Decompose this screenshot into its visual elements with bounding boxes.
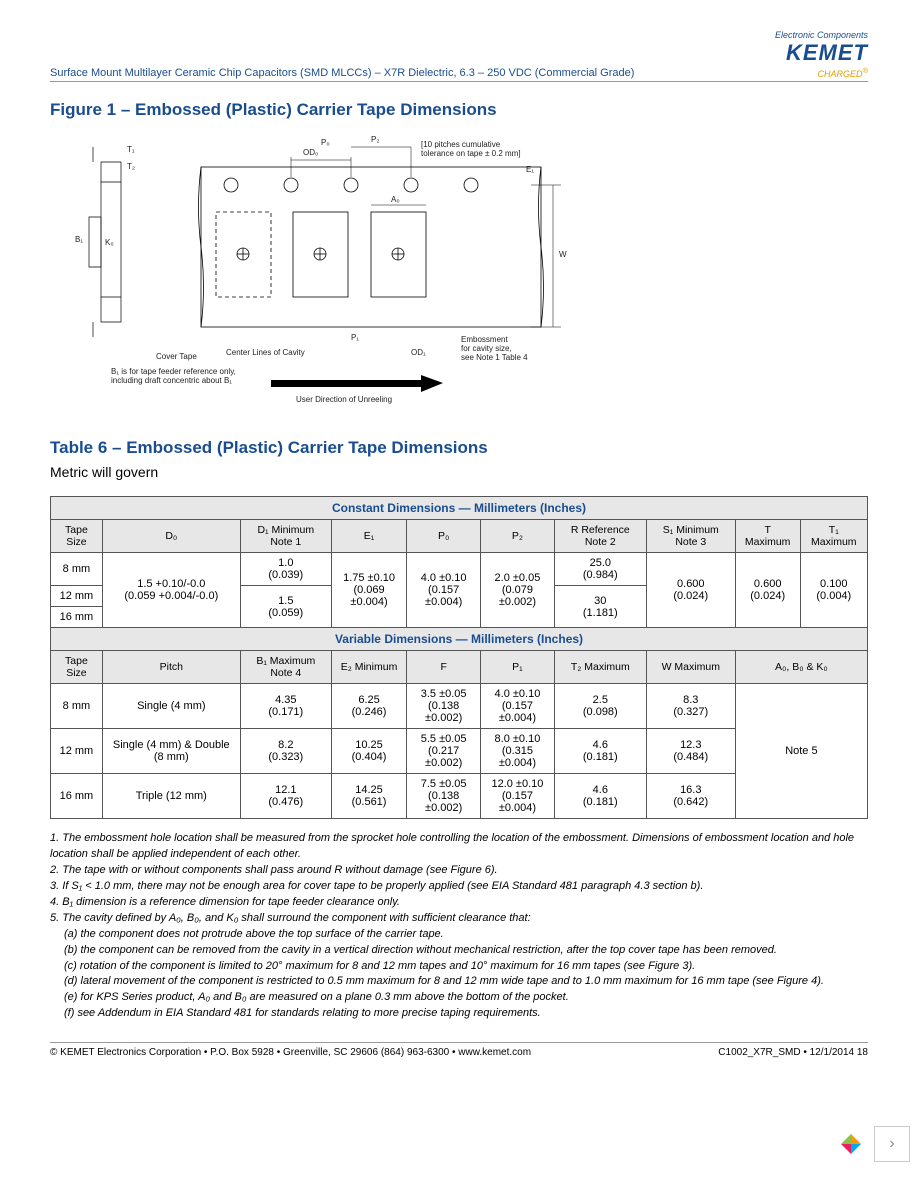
col-t1: T₁ Maximum [800, 520, 867, 553]
col-r: R Reference Note 2 [554, 520, 646, 553]
col-t: T Maximum [735, 520, 800, 553]
col2-t2: T₂ Maximum [554, 651, 646, 684]
table-row: 8 mm 1.5 +0.10/-0.0(0.059 +0.004/-0.0) 1… [51, 553, 868, 586]
logo-name: KEMET [775, 40, 868, 66]
figure1-heading: Figure 1 – Embossed (Plastic) Carrier Ta… [50, 100, 868, 120]
col2-e2: E₂ Minimum [331, 651, 406, 684]
label-od1: OD₁ [411, 348, 426, 357]
col2-p1: P₁ [481, 651, 555, 684]
note-1: 1. The embossment hole location shall be… [50, 831, 868, 863]
col-p0: P₀ [407, 520, 481, 553]
next-page-button[interactable]: › [874, 1126, 910, 1162]
col2-b1: B₁ Maximum Note 4 [240, 651, 331, 684]
section1-header: Constant Dimensions — Millimeters (Inche… [51, 497, 868, 520]
table6-subtext: Metric will govern [50, 464, 868, 480]
note-5: 5. The cavity defined by A₀, B₀, and K₀ … [50, 911, 868, 927]
label-bref: B₁ is for tape feeder reference only, in… [111, 367, 238, 385]
col2-w: W Maximum [646, 651, 735, 684]
table-row: 8 mm Single (4 mm) 4.35(0.171) 6.25(0.24… [51, 684, 868, 729]
note-4: 4. B₁ dimension is a reference dimension… [50, 895, 868, 911]
label-t1: T₁ [127, 145, 135, 154]
page-header: Surface Mount Multilayer Ceramic Chip Ca… [50, 30, 868, 82]
logo-tagline-top: Electronic Components [775, 30, 868, 40]
note-5f: (f) see Addendum in EIA Standard 481 for… [50, 1006, 868, 1022]
label-w: W [559, 250, 567, 259]
note-5a: (a) the component does not protrude abov… [50, 927, 868, 943]
label-direction: User Direction of Unreeling [296, 395, 392, 404]
label-b1: B₁ [75, 235, 83, 244]
col-d0: D₀ [102, 520, 240, 553]
label-tol: [10 pitches cumulative tolerance on tape… [421, 140, 521, 158]
note-3: 3. If S₁ < 1.0 mm, there may not be enou… [50, 879, 868, 895]
label-p1: P₁ [351, 333, 359, 342]
label-k0: K₀ [105, 238, 114, 247]
col-e1: E₁ [331, 520, 406, 553]
label-emboss: Embossmentfor cavity size,see Note 1 Tab… [461, 335, 528, 362]
col2-f: F [407, 651, 481, 684]
col2-tapesize: Tape Size [51, 651, 103, 684]
doc-title: Surface Mount Multilayer Ceramic Chip Ca… [50, 67, 634, 79]
label-od0: OD₀ [303, 148, 318, 157]
viewer-nav: › [834, 1126, 910, 1162]
page-footer: © KEMET Electronics Corporation • P.O. B… [50, 1042, 868, 1058]
label-e1: E₁ [526, 165, 534, 174]
section2-header: Variable Dimensions — Millimeters (Inche… [51, 628, 868, 651]
note-2: 2. The tape with or without components s… [50, 863, 868, 879]
label-p0: P₀ [321, 138, 330, 147]
label-p2: P₂ [371, 135, 379, 144]
col-p2: P₂ [481, 520, 555, 553]
col-s1: S₁ Minimum Note 3 [646, 520, 735, 553]
note-5c: (c) rotation of the component is limited… [50, 959, 868, 975]
label-center: Center Lines of Cavity [226, 348, 305, 357]
table6: Constant Dimensions — Millimeters (Inche… [50, 496, 868, 819]
label-a0: A₀ [391, 195, 400, 204]
figure1-diagram: T₁ T₂ B₁ K₀ [70, 126, 572, 408]
note-5d: (d) lateral movement of the component is… [50, 974, 868, 990]
note-5b: (b) the component can be removed from th… [50, 943, 868, 959]
col-d1: D₁ Minimum Note 1 [240, 520, 331, 553]
col2-abk: A₀, B₀ & K₀ [735, 651, 867, 684]
table-notes: 1. The embossment hole location shall be… [50, 831, 868, 1022]
col2-pitch: Pitch [102, 651, 240, 684]
logo-tagline-bottom: CHARGED® [775, 66, 868, 79]
footer-right: C1002_X7R_SMD • 12/1/2014 18 [718, 1047, 868, 1058]
viewer-logo-icon [834, 1127, 868, 1161]
note-5e: (e) for KPS Series product, A₀ and B₀ ar… [50, 990, 868, 1006]
footer-left: © KEMET Electronics Corporation • P.O. B… [50, 1047, 531, 1058]
col-tapesize: Tape Size [51, 520, 103, 553]
brand-logo: Electronic Components KEMET CHARGED® [775, 30, 868, 79]
table6-heading: Table 6 – Embossed (Plastic) Carrier Tap… [50, 438, 868, 458]
label-t2: T₂ [127, 162, 135, 171]
label-cover: Cover Tape [156, 352, 197, 361]
